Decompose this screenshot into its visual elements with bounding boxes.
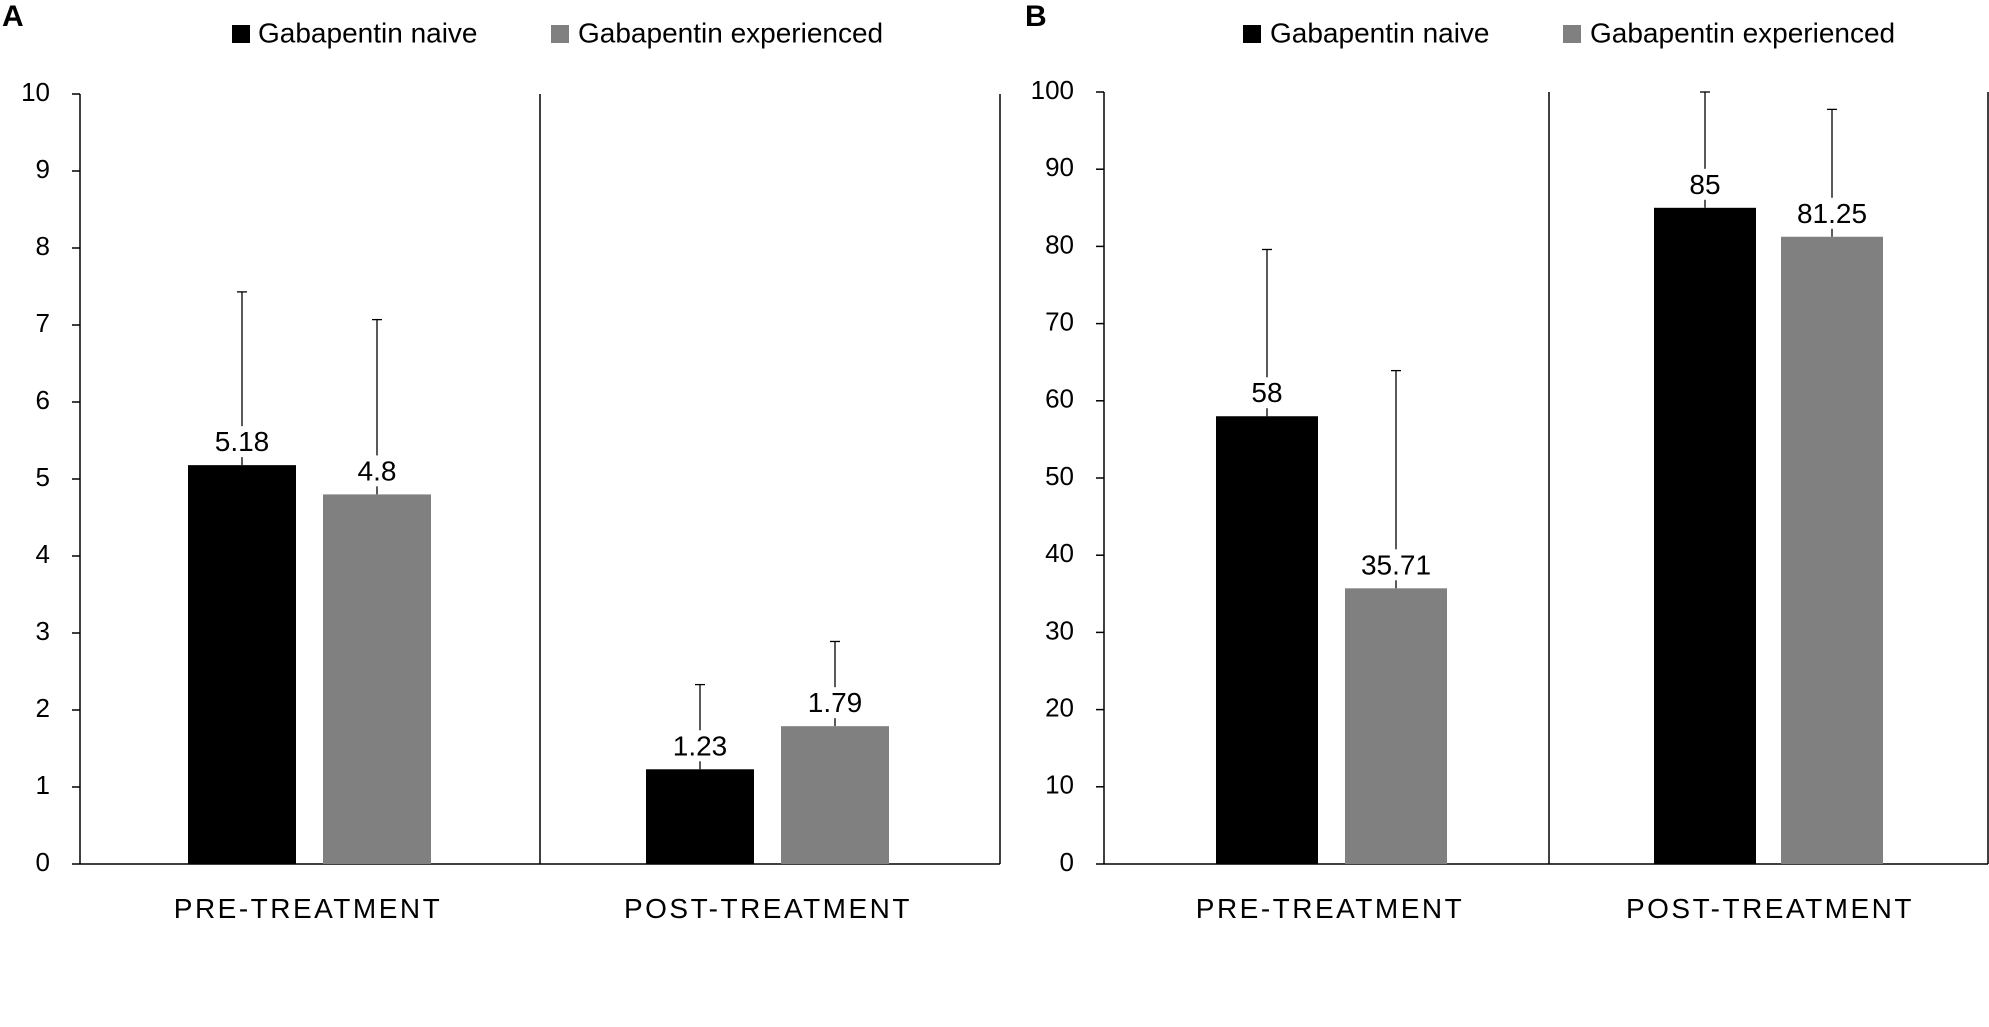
panel-1-bar-1-1	[1781, 236, 1883, 864]
panel-0-legend-label-1: Gabapentin experienced	[578, 17, 883, 48]
panel-0-category-label-0: PRE-TREATMENT	[174, 893, 442, 924]
panel-1-y-tick-label-9: 90	[1045, 152, 1074, 182]
panel-1-legend-label-1: Gabapentin experienced	[1590, 17, 1895, 48]
panel-0-y-tick-label-8: 8	[36, 231, 50, 261]
panel-1-y-tick-label-3: 30	[1045, 615, 1074, 645]
panel-1-bar-1-0	[1654, 207, 1756, 865]
panel-1-data-label-1-0: 85	[1689, 169, 1720, 200]
panel-1-data-label-1-1: 81.25	[1797, 198, 1867, 229]
panel-1-y-tick-label-2: 20	[1045, 692, 1074, 722]
panel-1-data-label-bg-0-1	[1358, 549, 1434, 581]
panel-0-label: A	[2, 0, 24, 33]
panel-0-data-label-bg-0-1	[355, 455, 399, 487]
panel-1-legend-swatch-1	[1563, 25, 1581, 43]
panel-0-legend-label-0: Gabapentin naive	[258, 17, 478, 48]
panel-1-bar-0-1	[1345, 588, 1447, 864]
panel-0-legend-swatch-0	[232, 25, 250, 43]
panel-0-y-tick-label-9: 9	[36, 154, 50, 184]
panel-0-data-label-bg-0-0	[212, 426, 272, 458]
panel-0-data-label-bg-1-1	[805, 687, 865, 719]
panel-1-category-label-0: PRE-TREATMENT	[1196, 893, 1464, 924]
panel-1-legend-swatch-0	[1243, 25, 1261, 43]
panel-1-y-tick-label-4: 40	[1045, 538, 1074, 568]
panel-1-y-tick-label-6: 60	[1045, 384, 1074, 414]
panel-1-data-label-0-1: 35.71	[1361, 549, 1431, 580]
panel-0-bar-1-0	[646, 769, 754, 864]
panel-0-data-label-1-1: 1.79	[808, 687, 863, 718]
panel-1-data-label-0-0: 58	[1251, 377, 1282, 408]
panel-0-category-label-1: POST-TREATMENT	[624, 893, 912, 924]
panel-1-y-tick-label-8: 80	[1045, 229, 1074, 259]
panel-1-label: B	[1025, 0, 1047, 33]
panel-1-y-tick-label-1: 10	[1045, 770, 1074, 800]
panel-1-y-tick-label-10: 100	[1031, 75, 1074, 105]
panel-0-bar-0-1	[323, 494, 431, 864]
panel-1-y-tick-label-7: 70	[1045, 306, 1074, 336]
panel-0-y-tick-label-2: 2	[36, 693, 50, 723]
panel-0-data-label-0-1: 4.8	[358, 455, 397, 486]
panel-0-y-tick-label-10: 10	[21, 77, 50, 107]
panel-0-y-tick-label-6: 6	[36, 385, 50, 415]
panel-1-y-tick-label-0: 0	[1060, 847, 1074, 877]
panel-0-y-tick-label-7: 7	[36, 308, 50, 338]
panel-0-y-tick-label-5: 5	[36, 462, 50, 492]
panel-0-data-label-bg-1-0	[670, 730, 730, 762]
panel-0-bar-0-0	[188, 465, 296, 864]
panel-0-data-label-1-0: 1.23	[673, 730, 728, 761]
panel-0-legend-swatch-1	[551, 25, 569, 43]
panel-1-legend-label-0: Gabapentin naive	[1270, 17, 1490, 48]
panel-1-data-label-bg-0-0	[1249, 377, 1285, 409]
panel-1-data-label-bg-1-1	[1794, 197, 1870, 229]
panel-0-data-label-0-0: 5.18	[215, 426, 270, 457]
panel-0-bar-1-1	[781, 726, 889, 864]
panel-1-y-tick-label-5: 50	[1045, 461, 1074, 491]
panel-0-y-tick-label-4: 4	[36, 539, 50, 569]
panel-0-y-tick-label-0: 0	[36, 847, 50, 877]
panel-0-y-tick-label-1: 1	[36, 770, 50, 800]
panel-1-data-label-bg-1-0	[1687, 168, 1723, 200]
panel-1-category-label-1: POST-TREATMENT	[1626, 893, 1914, 924]
panel-1-bar-0-0	[1216, 416, 1318, 864]
panel-0-y-tick-label-3: 3	[36, 616, 50, 646]
